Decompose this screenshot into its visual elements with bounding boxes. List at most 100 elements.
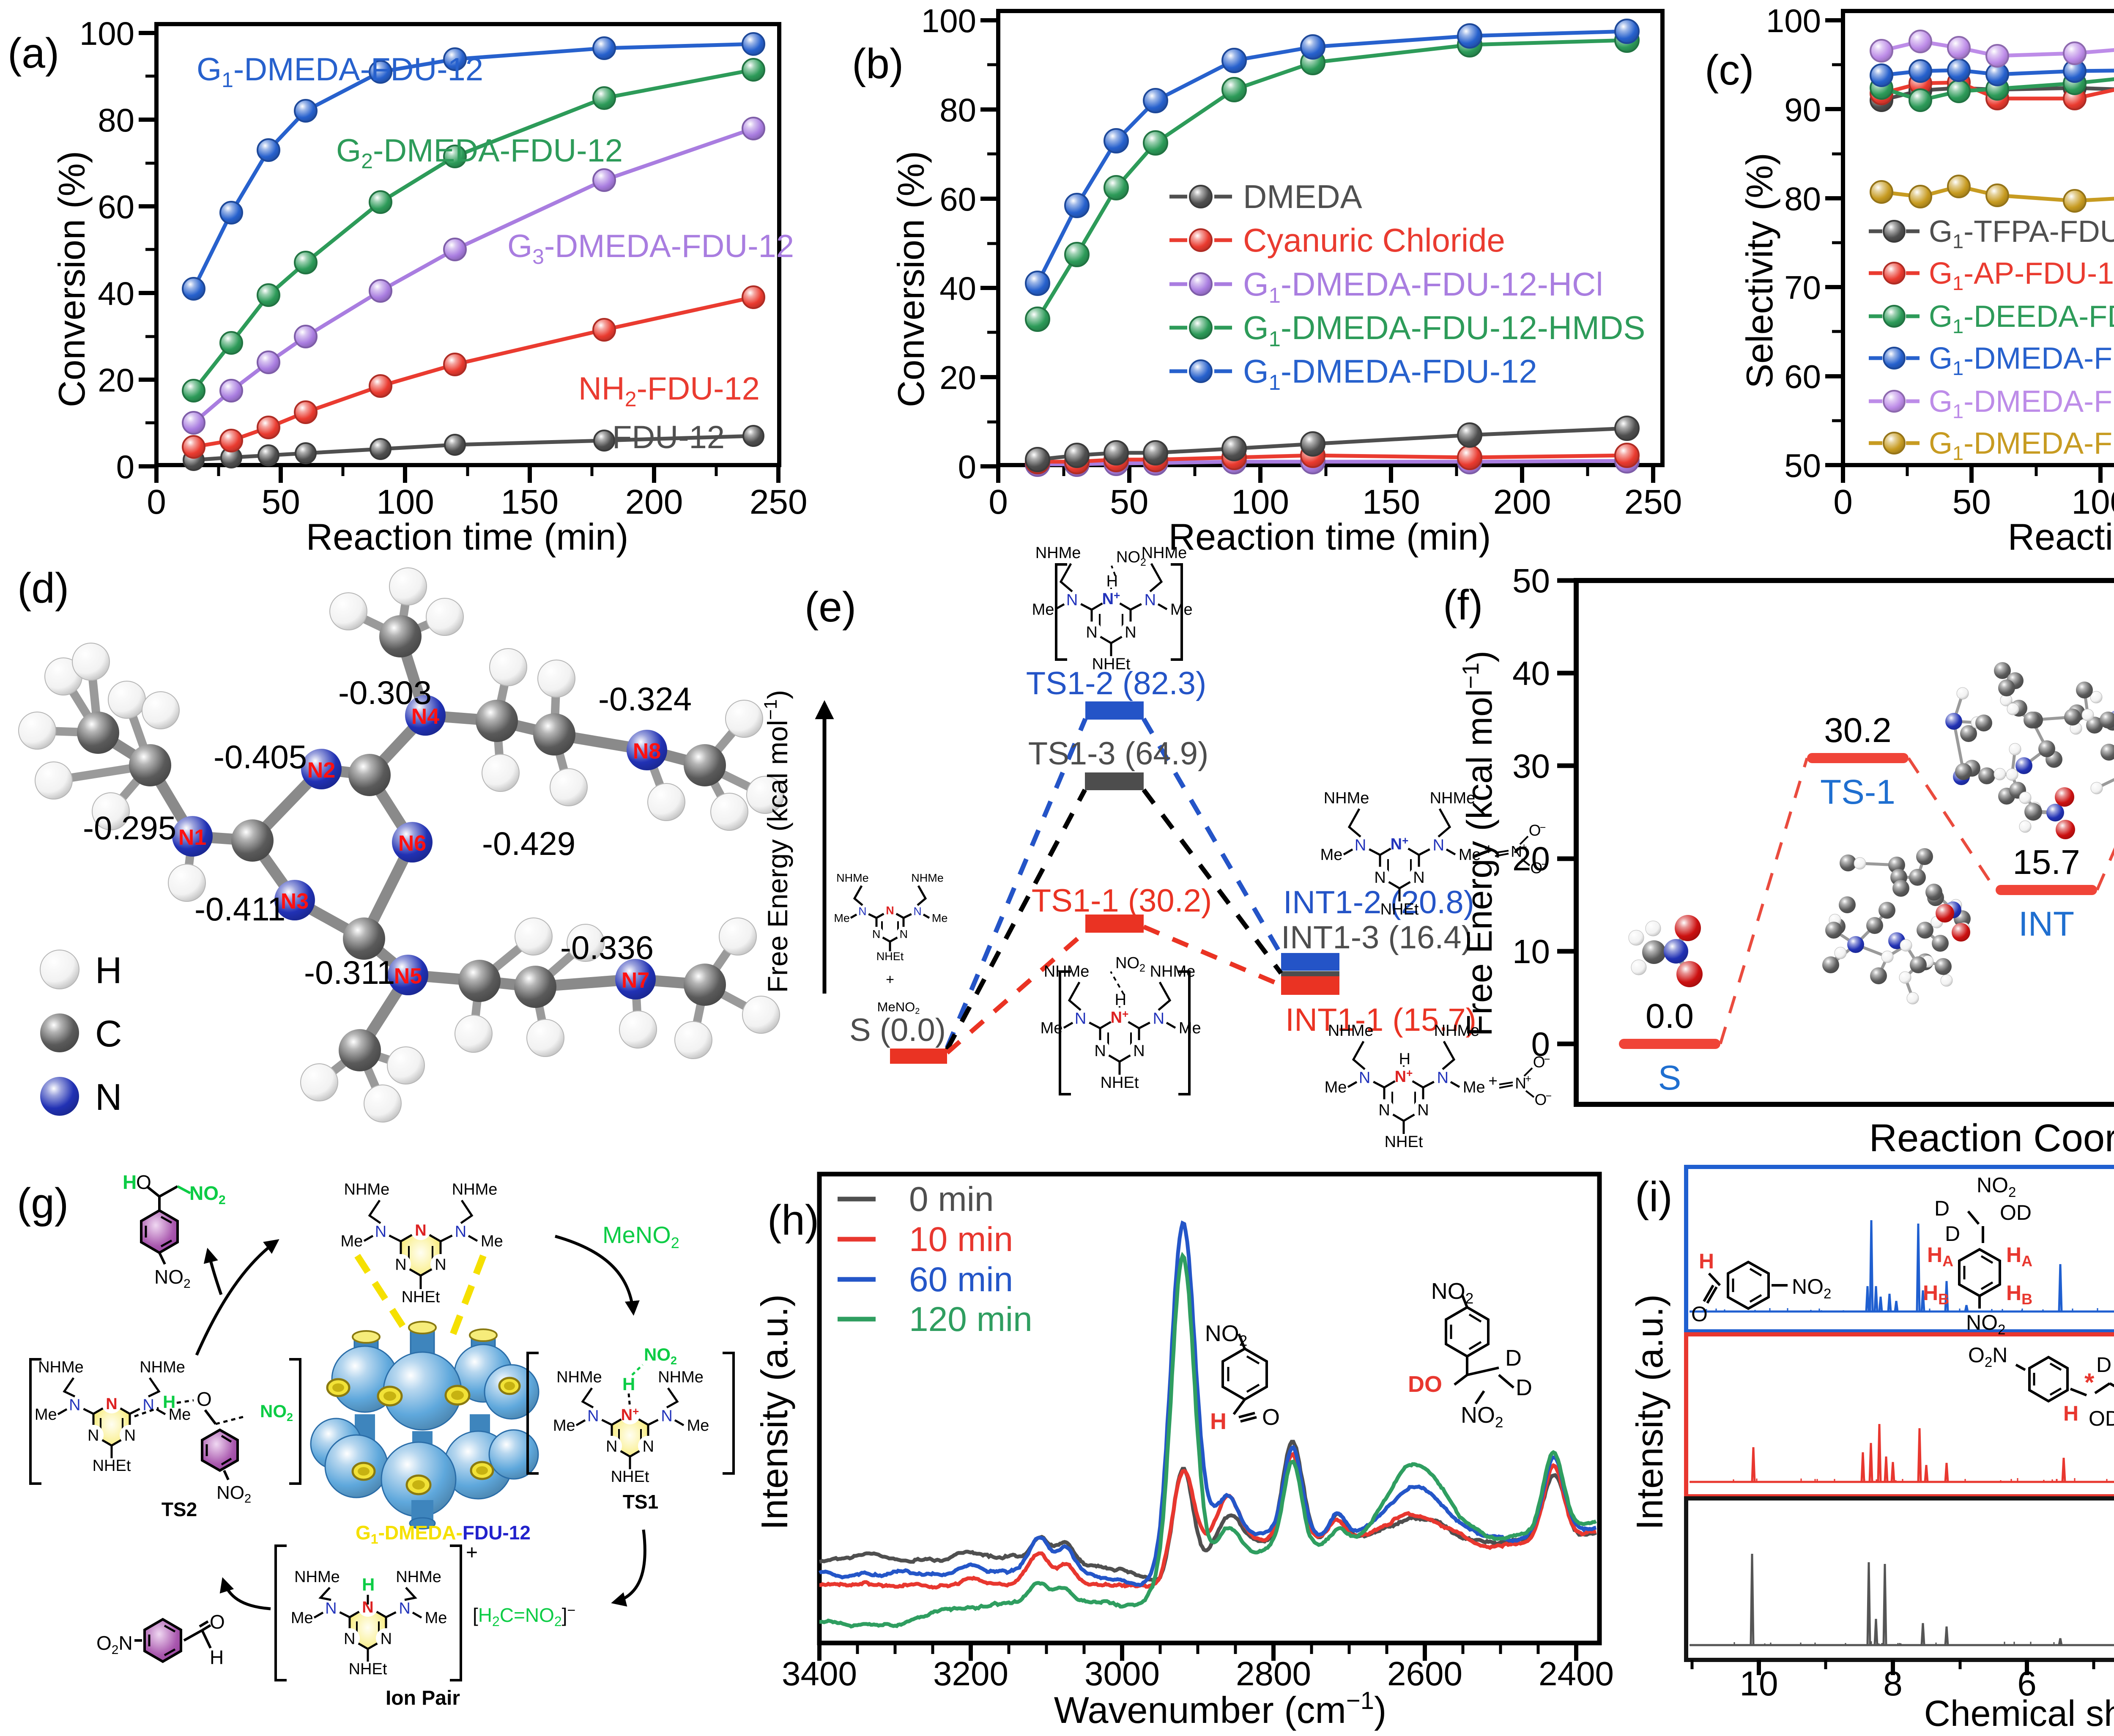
svg-text:Reaction time (min): Reaction time (min) (2008, 516, 2114, 558)
svg-text:-0.303: -0.303 (338, 674, 432, 711)
svg-text:N: N (1413, 869, 1424, 887)
svg-text:NHMe: NHMe (1434, 1022, 1480, 1040)
svg-text:O: O (210, 1611, 225, 1633)
svg-text:N: N (913, 905, 922, 917)
svg-text:N: N (1125, 624, 1136, 641)
svg-text:G3​-DMEDA-FDU-12: G3​-DMEDA-FDU-12 (507, 228, 794, 268)
svg-text:D: D (1934, 1197, 1950, 1220)
svg-text:Intensity (a.u.): Intensity (a.u.) (1629, 1294, 1670, 1530)
svg-text:O: O (1691, 1302, 1708, 1326)
svg-text:N: N (643, 1438, 654, 1456)
svg-text:N: N (381, 1630, 392, 1648)
svg-text:NO2​: NO2​ (644, 1344, 677, 1367)
svg-text:NHMe: NHMe (294, 1568, 340, 1586)
svg-text:(g): (g) (17, 1180, 68, 1227)
svg-text:N: N (395, 1256, 406, 1274)
svg-text:(d): (d) (17, 564, 69, 612)
svg-text:H: H (95, 949, 122, 991)
svg-text:Me: Me (1320, 846, 1343, 864)
svg-text:G1​-DEEDA-FDU-12: G1​-DEEDA-FDU-12 (1929, 300, 2114, 337)
svg-text:NHMe: NHMe (1035, 544, 1081, 562)
svg-text:NHMe: NHMe (140, 1358, 185, 1376)
svg-text:20: 20 (939, 359, 976, 396)
svg-text:FDU-12: FDU-12 (612, 419, 725, 455)
svg-text:O: O (1262, 1405, 1280, 1430)
svg-text:250: 250 (1624, 483, 1682, 521)
svg-text:Me: Me (1459, 846, 1481, 864)
svg-text:0: 0 (116, 448, 134, 485)
svg-text:-0.295: -0.295 (83, 809, 176, 846)
svg-text:(h): (h) (767, 1197, 819, 1244)
svg-text:100: 100 (2071, 483, 2114, 521)
svg-text:50: 50 (1952, 483, 1991, 521)
svg-text:2400: 2400 (1539, 1655, 1614, 1692)
svg-text:H: H (2063, 1402, 2078, 1425)
svg-text:O: O (1530, 859, 1542, 876)
svg-text:Me: Me (553, 1417, 575, 1435)
svg-text:N: N (886, 904, 894, 917)
svg-text:Conversion (%): Conversion (%) (890, 151, 932, 407)
svg-text:H: H (123, 1171, 137, 1193)
svg-text:50: 50 (1784, 447, 1821, 484)
svg-text:NO2​: NO2​ (154, 1266, 191, 1291)
svg-text:(f): (f) (1443, 581, 1483, 629)
svg-text:80: 80 (1784, 180, 1821, 217)
svg-text:-0.411: -0.411 (194, 890, 285, 928)
svg-text:80: 80 (939, 91, 976, 129)
svg-text:NO2​: NO2​ (1205, 1321, 1247, 1349)
svg-text:TS1-1 (30.2): TS1-1 (30.2) (1032, 883, 1212, 919)
svg-text:N: N (1066, 591, 1078, 609)
svg-text:INT1-2 (20.8): INT1-2 (20.8) (1283, 884, 1474, 920)
svg-text:DO: DO (1408, 1372, 1442, 1397)
svg-text:(a): (a) (8, 30, 59, 77)
svg-text:TS1: TS1 (623, 1491, 658, 1513)
svg-text:Reaction time (min): Reaction time (min) (306, 516, 629, 558)
svg-text:G1​-DMEDA-FDU-12-HCl: G1​-DMEDA-FDU-12-HCl (1243, 266, 1603, 307)
svg-text:NO2​: NO2​ (1461, 1402, 1503, 1431)
svg-text:50: 50 (262, 483, 300, 521)
svg-text:N: N (1145, 591, 1156, 609)
svg-text:INT1-3 (16.4): INT1-3 (16.4) (1281, 920, 1472, 956)
svg-text:O2​N: O2​N (96, 1632, 133, 1657)
svg-text:N6: N6 (398, 831, 426, 856)
svg-text:MeNO2​: MeNO2​ (877, 999, 920, 1016)
svg-text:H: H (163, 1392, 175, 1412)
svg-text:0: 0 (147, 483, 166, 521)
svg-text:100: 100 (921, 2, 976, 39)
svg-text:250: 250 (750, 483, 808, 521)
svg-text:H: H (1210, 1409, 1227, 1434)
svg-text:8: 8 (1883, 1665, 1903, 1703)
svg-text:INT1-1 (15.7): INT1-1 (15.7) (1285, 1002, 1476, 1038)
svg-text:G1​-DMEDA-FDU-12: G1​-DMEDA-FDU-12 (1929, 342, 2114, 379)
svg-text:30: 30 (1512, 747, 1550, 785)
svg-text:Me: Me (481, 1232, 503, 1250)
svg-text:NHEt: NHEt (1101, 1074, 1139, 1092)
svg-text:N: N (872, 928, 881, 940)
svg-text:N4: N4 (411, 704, 440, 729)
svg-text:NO2​: NO2​ (1792, 1275, 1831, 1301)
svg-text:-0.311: -0.311 (304, 954, 395, 991)
svg-text:60: 60 (1784, 358, 1821, 395)
svg-text:N: N (1515, 1075, 1526, 1092)
svg-text:60 min: 60 min (909, 1260, 1013, 1299)
svg-text:0 min: 0 min (909, 1180, 994, 1218)
svg-text:G1​-DMEDA-FDU-12: G1​-DMEDA-FDU-12 (197, 52, 483, 92)
svg-text:NHMe: NHMe (38, 1358, 84, 1376)
svg-text:NHEt: NHEt (402, 1288, 440, 1306)
svg-text:70: 70 (1784, 269, 1821, 306)
svg-text:N: N (1355, 837, 1366, 854)
svg-text:NHEt: NHEt (1385, 1133, 1423, 1151)
svg-text:NHMe: NHMe (1430, 789, 1476, 807)
svg-text:N7: N7 (622, 968, 649, 993)
svg-text:100: 100 (376, 483, 434, 521)
svg-text:NHEt: NHEt (1380, 901, 1419, 918)
svg-text:H: H (362, 1574, 375, 1594)
svg-text:+: + (1525, 1073, 1531, 1085)
svg-text:Chemical shift (ppm): Chemical shift (ppm) (1924, 1693, 2114, 1734)
svg-text:N: N (455, 1223, 466, 1240)
svg-text:N: N (95, 1076, 122, 1118)
svg-text:10: 10 (1739, 1665, 1778, 1703)
svg-text:20: 20 (1512, 840, 1550, 878)
svg-text:60: 60 (98, 188, 134, 225)
svg-text:Me: Me (425, 1609, 447, 1627)
